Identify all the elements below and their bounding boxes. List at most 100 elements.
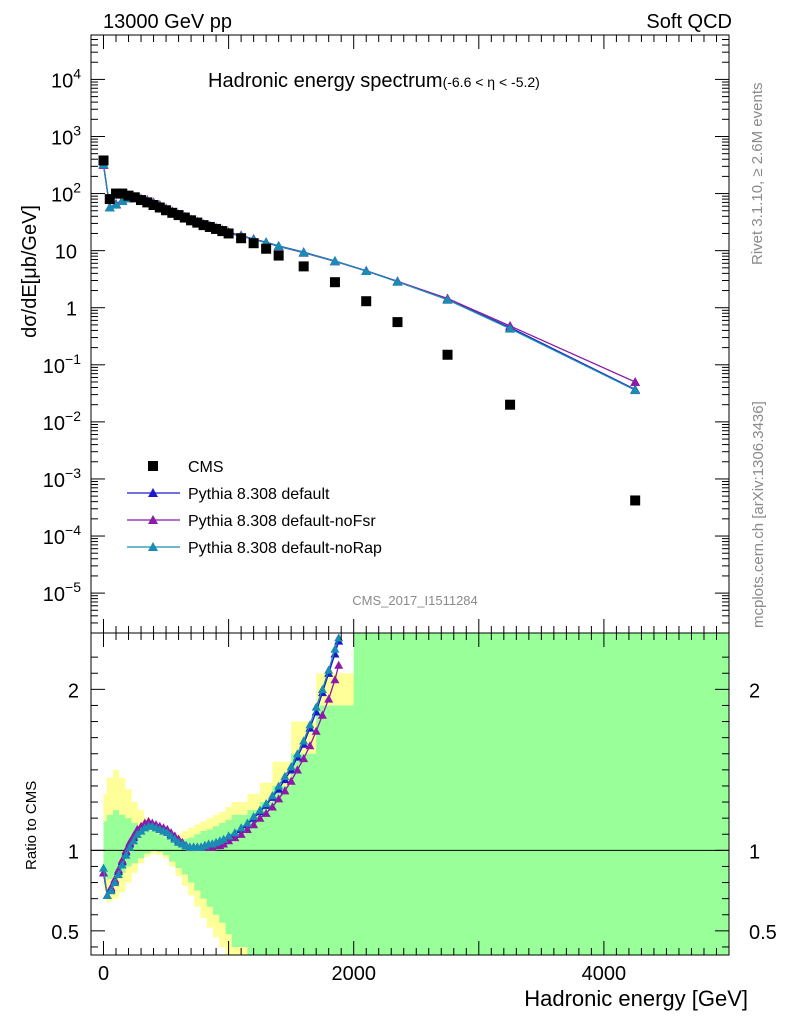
point-cms	[204, 221, 215, 232]
point-cms	[298, 261, 309, 272]
ratio-point-noRap	[114, 870, 124, 879]
ratio-ylabel: Ratio to CMS	[23, 781, 40, 870]
point-cms	[98, 155, 109, 166]
ratio-point-noRap	[274, 781, 284, 790]
point-cms	[217, 226, 228, 237]
ratio-point-noRap	[102, 890, 112, 900]
point-cms	[179, 212, 190, 223]
point-cms	[361, 296, 372, 307]
y-tick-label: 102	[51, 180, 81, 207]
point-noFsr	[630, 376, 641, 386]
legend-label-cms: CMS	[188, 459, 224, 476]
ratio-point-noRap	[230, 828, 240, 837]
point-cms	[129, 192, 140, 203]
ratio-point-noFsr	[305, 741, 315, 750]
ratio-point-noRap	[317, 684, 327, 693]
ratio-point-noFsr	[299, 754, 309, 763]
x-tick-label: 2000	[331, 963, 376, 985]
point-noRap	[273, 241, 284, 251]
ratio-y-tick-label: 1	[68, 841, 79, 863]
y-tick-label: 10−2	[43, 408, 81, 435]
ratio-point-noRap	[242, 818, 252, 827]
ratio-point-noRap	[106, 886, 116, 895]
ratio-point-noRap	[305, 720, 315, 729]
main-ylabel: dσ/dE[μb/GeV]	[19, 205, 41, 338]
ratio-point-noRap	[286, 762, 296, 771]
ratio-y-tick-label: 2	[68, 680, 79, 702]
point-cms	[142, 197, 153, 208]
legend: CMS Pythia 8.308 default Pythia 8.308 defa…	[127, 459, 382, 557]
point-cms	[154, 202, 165, 213]
ratio-point-noRap	[249, 812, 259, 821]
ratio-point-noRap	[334, 633, 344, 642]
ratio-point-noRap	[299, 736, 309, 745]
ratio-y-tick-label: 2	[749, 680, 760, 702]
point-cms	[161, 205, 172, 216]
ratio-point-noRap	[330, 644, 340, 653]
ratio-y-tick-label: 0.5	[51, 922, 79, 944]
ratio-point-noFsr	[311, 726, 321, 735]
ratio-point-noRap	[236, 823, 246, 832]
ratio-point-noFsr	[117, 855, 127, 864]
x-tick-label: 4000	[582, 963, 627, 985]
ratio-point-noRap	[311, 702, 321, 711]
y-tick-label: 10−5	[43, 579, 81, 606]
y-tick-label: 104	[51, 65, 81, 92]
point-noRap	[392, 276, 403, 286]
legend-marker-noFsr	[148, 515, 158, 524]
ratio-point-noFsr	[114, 865, 124, 874]
ratio-point-noRap	[219, 834, 229, 843]
ratio-plot-area	[91, 633, 729, 900]
point-cms	[192, 217, 203, 228]
ratio-point-noRap	[255, 805, 265, 814]
legend-marker-default	[148, 488, 158, 497]
ratio-y-tick-label: 1	[749, 841, 760, 863]
point-cms	[505, 399, 516, 410]
point-cms	[329, 277, 340, 288]
ratio-point-noRap	[292, 749, 302, 758]
ratio-band	[103, 633, 729, 955]
ratio-point-noFsr	[330, 675, 340, 684]
y-tick-label: 1	[66, 299, 77, 321]
ratio-point-noFsr	[280, 786, 290, 795]
point-cms	[173, 210, 184, 221]
point-noRap	[104, 202, 115, 212]
ratio-point-noFsr	[334, 660, 344, 669]
point-cms	[186, 215, 197, 226]
ratio-point-noRap	[324, 665, 334, 674]
point-cms	[630, 495, 641, 506]
ratio-point-noFsr	[267, 802, 277, 811]
y-tick-label: 10−1	[43, 351, 81, 378]
legend-marker-noRap	[148, 542, 158, 551]
ratio-axes: 0 2000 4000 0.5 0.5 1 1 2 2	[51, 632, 777, 985]
xlabel: Hadronic energy [GeV]	[524, 986, 748, 1011]
legend-marker-cms	[148, 461, 158, 471]
point-cms	[223, 228, 234, 239]
y-tick-label: 10−3	[43, 465, 81, 492]
ratio-frame	[90, 632, 730, 956]
ratio-point-noFsr	[324, 694, 334, 703]
side-label-bottom: mcplots.cern.ch [arXiv:1306.3436]	[750, 401, 767, 628]
point-noRap	[361, 265, 372, 275]
point-cms	[236, 233, 247, 244]
point-noRap	[329, 255, 340, 265]
header-right: Soft QCD	[646, 11, 732, 33]
ratio-point-noRap	[110, 878, 120, 887]
ratio-point-noFsr	[274, 794, 284, 803]
ratio-point-noFsr	[292, 765, 302, 774]
point-cms	[248, 238, 259, 249]
y-tick-label: 10−4	[43, 522, 81, 549]
point-noRap	[117, 196, 128, 206]
line-default	[102, 164, 636, 391]
y-tick-label: 103	[51, 122, 81, 149]
ratio-point-noFsr	[286, 776, 296, 785]
ratio-point-noRap	[121, 850, 131, 859]
point-cms	[198, 220, 209, 231]
ratio-point-noRap	[99, 863, 109, 872]
legend-label-default: Pythia 8.308 default	[188, 486, 330, 503]
ratio-point-noRap	[117, 860, 127, 869]
ratio-point-noRap	[125, 842, 135, 851]
main-title: Hadronic energy spectrum(-6.6 < η < -5.2…	[208, 70, 540, 92]
